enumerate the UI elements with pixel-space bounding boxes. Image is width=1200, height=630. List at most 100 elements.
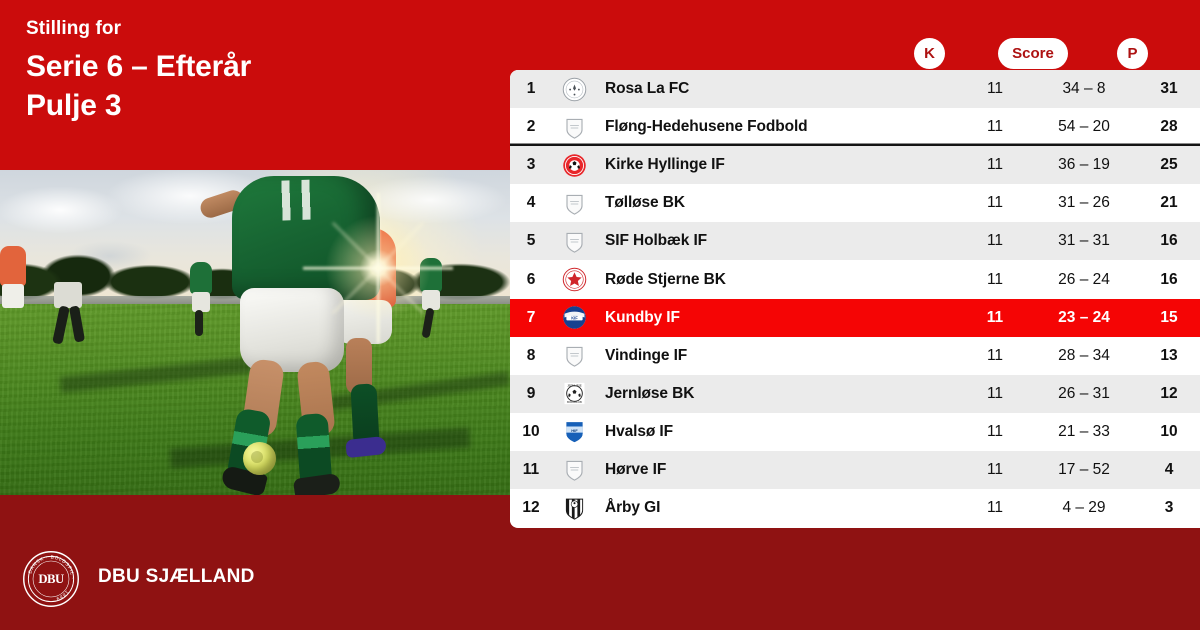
table-row[interactable]: 7 KIF Kundby IF 11 23 – 24 15	[510, 298, 1200, 337]
table-row[interactable]: 3 Kirke Hyllinge IF 11 36 – 19 25	[510, 146, 1200, 185]
cell-goal-score: 26 – 31	[1058, 384, 1110, 402]
cell-matches-played: 11	[986, 232, 1004, 250]
title-line-2: Pulje 3	[26, 89, 122, 123]
cell-points: 16	[1160, 232, 1178, 250]
cell-goal-score: 31 – 31	[1058, 232, 1110, 250]
photo-player-distant	[54, 282, 82, 308]
cell-team-name: Hvalsø IF	[605, 422, 674, 440]
cell-position: 6	[526, 270, 536, 288]
table-row[interactable]: 4 Tølløse BK 11 31 – 26 21	[510, 184, 1200, 223]
table-row[interactable]: 1 Rosa La FC 11 34 – 8 31	[510, 70, 1200, 109]
cell-matches-played: 11	[986, 422, 1004, 440]
dbu-logo: DANSK · BOLDSPIL · 1889 DBU	[22, 550, 80, 608]
cell-goal-score: 31 – 26	[1058, 194, 1110, 212]
arby-gi-crest	[552, 496, 596, 521]
cell-position: 8	[526, 346, 536, 364]
cell-points: 13	[1160, 346, 1178, 364]
cell-team-name: Røde Stjerne BK	[605, 270, 726, 288]
cell-position: 3	[526, 156, 536, 174]
cell-points: 28	[1160, 118, 1178, 136]
table-row[interactable]: 9 JERNLØSE BOLDKLUB Jernløse BK 11 26 – 31…	[510, 374, 1200, 413]
generic-shield-crest	[552, 457, 596, 482]
cell-matches-played: 11	[986, 499, 1004, 517]
cell-team-name: SIF Holbæk IF	[605, 232, 708, 250]
photo-player-distant	[2, 284, 24, 308]
cell-matches-played: 11	[986, 118, 1004, 136]
photo-player-distant	[0, 246, 26, 286]
rode-stjerne-crest	[552, 267, 596, 292]
cell-matches-played: 11	[986, 346, 1004, 364]
generic-shield-crest	[552, 229, 596, 254]
cell-goal-score: 54 – 20	[1058, 118, 1110, 136]
cell-team-name: Rosa La FC	[605, 80, 690, 98]
svg-text:HIF: HIF	[571, 428, 578, 433]
table-row[interactable]: 2 Fløng-Hedehusene Fodbold 11 54 – 20 28	[510, 108, 1200, 147]
cell-points: 3	[1164, 499, 1174, 517]
generic-shield-crest	[552, 115, 596, 140]
standings-table: 1 Rosa La FC 11 34 – 8 31 2 Fløng-Hedehusene…	[510, 70, 1200, 528]
column-header-matches: K	[914, 38, 945, 69]
cell-points: 10	[1160, 422, 1178, 440]
table-row[interactable]: 12 Årby GI 11 4 – 29 3	[510, 489, 1200, 528]
photo-player-distant	[195, 310, 203, 336]
photo-player-distant	[190, 262, 212, 294]
jernlose-crest: JERNLØSE BOLDKLUB	[552, 381, 596, 406]
svg-text:KIF: KIF	[571, 316, 578, 321]
cell-goal-score: 21 – 33	[1058, 422, 1110, 440]
cell-goal-score: 23 – 24	[1058, 308, 1110, 326]
footer-bar: DANSK · BOLDSPIL · 1889 DBU DBU SJÆLLAND	[0, 528, 1200, 630]
cell-matches-played: 11	[986, 194, 1004, 212]
cell-points: 16	[1160, 270, 1178, 288]
cell-matches-played: 11	[986, 156, 1004, 174]
cell-team-name: Vindinge IF	[605, 346, 688, 364]
cell-team-name: Jernløse BK	[605, 384, 695, 402]
cell-team-name: Årby GI	[605, 499, 661, 517]
cell-position: 4	[526, 194, 536, 212]
cell-matches-played: 11	[986, 384, 1004, 402]
cell-points: 31	[1160, 80, 1178, 98]
photo-player-main-number	[275, 179, 323, 221]
table-row[interactable]: 8 Vindinge IF 11 28 – 34 13	[510, 336, 1200, 375]
table-row[interactable]: 11 Hørve IF 11 17 – 52 4	[510, 450, 1200, 490]
svg-text:DBU: DBU	[38, 572, 64, 586]
svg-text:JERNLØSE: JERNLØSE	[567, 384, 582, 388]
hvalso-crest: HIF	[552, 419, 596, 444]
header-kicker: Stilling for	[26, 18, 122, 39]
cell-position: 9	[526, 384, 536, 402]
photo-player-distant	[192, 292, 210, 312]
rosa-la-fc-crest	[552, 77, 596, 102]
cell-position: 1	[526, 80, 536, 98]
cell-goal-score: 17 – 52	[1058, 460, 1110, 478]
table-row[interactable]: 6 Røde Stjerne BK 11 26 – 24 16	[510, 260, 1200, 299]
cell-points: 12	[1160, 384, 1178, 402]
table-row[interactable]: 5 SIF Holbæk IF 11 31 – 31 16	[510, 222, 1200, 261]
photo-player-distant	[52, 240, 84, 284]
cell-position: 10	[522, 422, 540, 440]
cell-goal-score: 28 – 34	[1058, 346, 1110, 364]
kirke-hyllinge-crest	[552, 153, 596, 178]
cell-goal-score: 26 – 24	[1058, 270, 1110, 288]
cell-points: 15	[1160, 308, 1178, 326]
cell-team-name: Fløng-Hedehusene Fodbold	[605, 118, 808, 136]
cell-matches-played: 11	[986, 270, 1004, 288]
organisation-name: DBU SJÆLLAND	[98, 566, 255, 587]
cell-matches-played: 11	[986, 460, 1004, 478]
photo-football	[243, 442, 276, 475]
cell-team-name: Hørve IF	[605, 460, 667, 478]
cell-position: 2	[526, 118, 536, 136]
football-match-photo	[0, 170, 510, 495]
generic-shield-crest	[552, 191, 596, 216]
cell-goal-score: 36 – 19	[1058, 156, 1110, 174]
cell-position: 12	[522, 499, 540, 517]
generic-shield-crest	[552, 343, 596, 368]
title-line-1: Serie 6 – Efterår	[26, 49, 252, 83]
cell-matches-played: 11	[986, 308, 1004, 326]
kundby-if-crest: KIF	[552, 305, 596, 330]
cell-goal-score: 34 – 8	[1062, 80, 1106, 98]
column-header-score: Score	[998, 38, 1068, 69]
svg-text:BOLDKLUB: BOLDKLUB	[567, 400, 582, 404]
cell-points: 4	[1164, 460, 1174, 478]
table-row[interactable]: 10 HIF Hvalsø IF 11 21 – 33 10	[510, 412, 1200, 451]
cell-team-name: Kundby IF	[605, 308, 680, 326]
